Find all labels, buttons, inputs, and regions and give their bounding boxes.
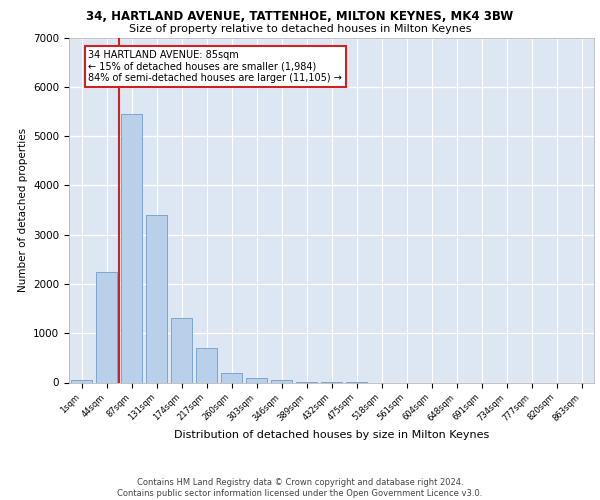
Y-axis label: Number of detached properties: Number of detached properties (17, 128, 28, 292)
Bar (96, 272, 117, 382)
Text: 34, HARTLAND AVENUE, TATTENHOE, MILTON KEYNES, MK4 3BW: 34, HARTLAND AVENUE, TATTENHOE, MILTON K… (86, 10, 514, 23)
Text: Contains HM Land Registry data © Crown copyright and database right 2024.
Contai: Contains HM Land Registry data © Crown c… (118, 478, 482, 498)
Text: 34 HARTLAND AVENUE: 85sqm
← 15% of detached houses are smaller (1,984)
84% of se: 34 HARTLAND AVENUE: 85sqm ← 15% of detac… (89, 50, 343, 83)
Bar (271, 380, 292, 382)
Bar (246, 378, 267, 382)
Bar (196, 348, 217, 382)
Bar (71, 380, 92, 382)
X-axis label: Distribution of detached houses by size in Milton Keynes: Distribution of detached houses by size … (174, 430, 489, 440)
Bar (146, 215, 167, 382)
Bar (121, 114, 142, 382)
Bar (221, 372, 242, 382)
Text: Size of property relative to detached houses in Milton Keynes: Size of property relative to detached ho… (129, 24, 471, 34)
Bar (171, 318, 192, 382)
